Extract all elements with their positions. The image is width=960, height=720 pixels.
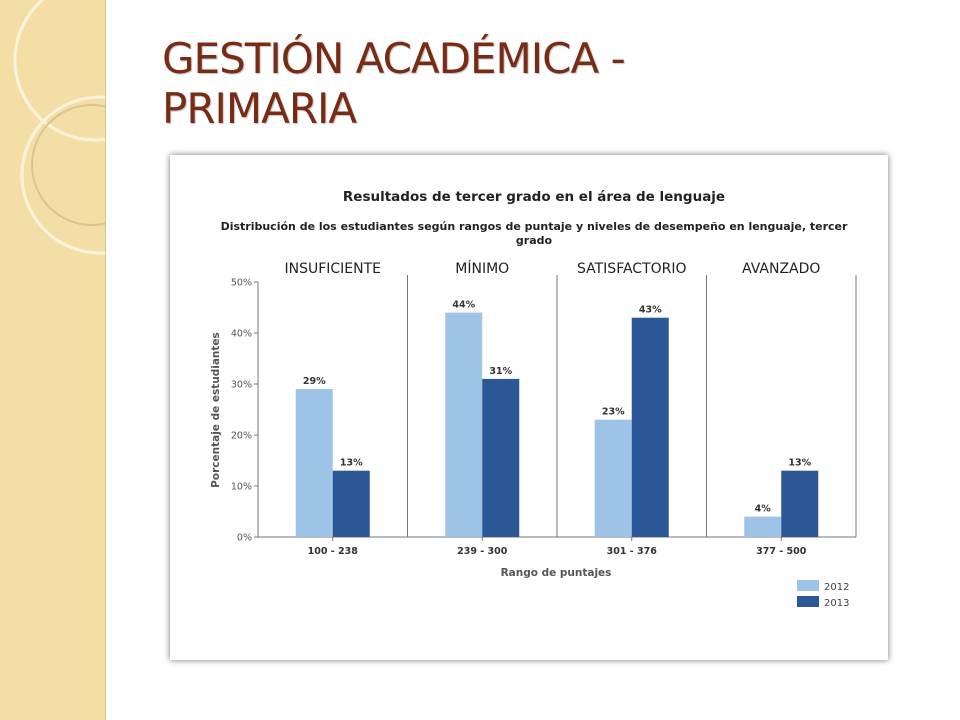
chart-title: Resultados de tercer grado en el área de… bbox=[343, 189, 725, 205]
y-tick-label: 20% bbox=[231, 431, 252, 442]
chart-subtitle-line2: grado bbox=[516, 234, 553, 247]
legend-swatch-2012 bbox=[797, 580, 819, 591]
y-axis-label: Porcentaje de estudiantes bbox=[210, 332, 222, 488]
bar-2013 bbox=[482, 378, 520, 537]
bar-chart: Resultados de tercer grado en el área de… bbox=[210, 189, 857, 609]
bar-2012 bbox=[744, 516, 782, 537]
slide-title: GESTIÓN ACADÉMICA - PRIMARIA bbox=[162, 34, 752, 134]
level-label: SATISFACTORIO bbox=[577, 261, 687, 277]
chart-subtitle-line1: Distribución de los estudiantes según ra… bbox=[221, 220, 848, 233]
decorative-circles bbox=[13, 0, 105, 255]
data-label: 29% bbox=[303, 376, 326, 387]
data-label: 31% bbox=[489, 366, 512, 377]
x-axis-label: Rango de puntajes bbox=[501, 567, 612, 579]
bar-2012 bbox=[295, 389, 333, 537]
bar-2013 bbox=[631, 317, 669, 537]
data-label: 23% bbox=[602, 407, 625, 418]
level-label: MÍNIMO bbox=[455, 260, 509, 277]
level-label: INSUFICIENTE bbox=[284, 261, 381, 277]
chart-card: Resultados de tercer grado en el área de… bbox=[170, 155, 888, 660]
x-tick-label: 377 - 500 bbox=[756, 546, 807, 557]
y-tick-label: 50% bbox=[231, 278, 252, 289]
y-tick-label: 0% bbox=[237, 533, 252, 544]
y-tick-label: 10% bbox=[231, 482, 252, 493]
bar-2012 bbox=[594, 419, 632, 537]
bar-2012 bbox=[445, 312, 483, 537]
level-label: AVANZADO bbox=[742, 261, 820, 277]
legend-label: 2012 bbox=[824, 582, 849, 593]
y-tick-label: 40% bbox=[231, 329, 252, 340]
x-tick-label: 239 - 300 bbox=[457, 546, 508, 557]
y-tick-label: 30% bbox=[231, 380, 252, 391]
data-label: 13% bbox=[340, 458, 363, 469]
legend-label: 2013 bbox=[824, 598, 849, 609]
slide-title-text: GESTIÓN ACADÉMICA - PRIMARIA bbox=[162, 34, 626, 133]
decorative-side-strip bbox=[0, 0, 106, 720]
data-label: 44% bbox=[452, 300, 475, 311]
bar-2013 bbox=[332, 470, 370, 537]
x-tick-label: 301 - 376 bbox=[607, 546, 658, 557]
legend-swatch-2013 bbox=[797, 596, 819, 607]
bar-2013 bbox=[781, 470, 819, 537]
data-label: 43% bbox=[639, 305, 662, 316]
data-label: 4% bbox=[755, 504, 772, 515]
x-tick-label: 100 - 238 bbox=[308, 546, 359, 557]
data-label: 13% bbox=[788, 458, 811, 469]
plot-area: 0% 10% 20% 30% 40% 50% INSUFICIENTE 100 - 238 29… bbox=[231, 260, 857, 609]
